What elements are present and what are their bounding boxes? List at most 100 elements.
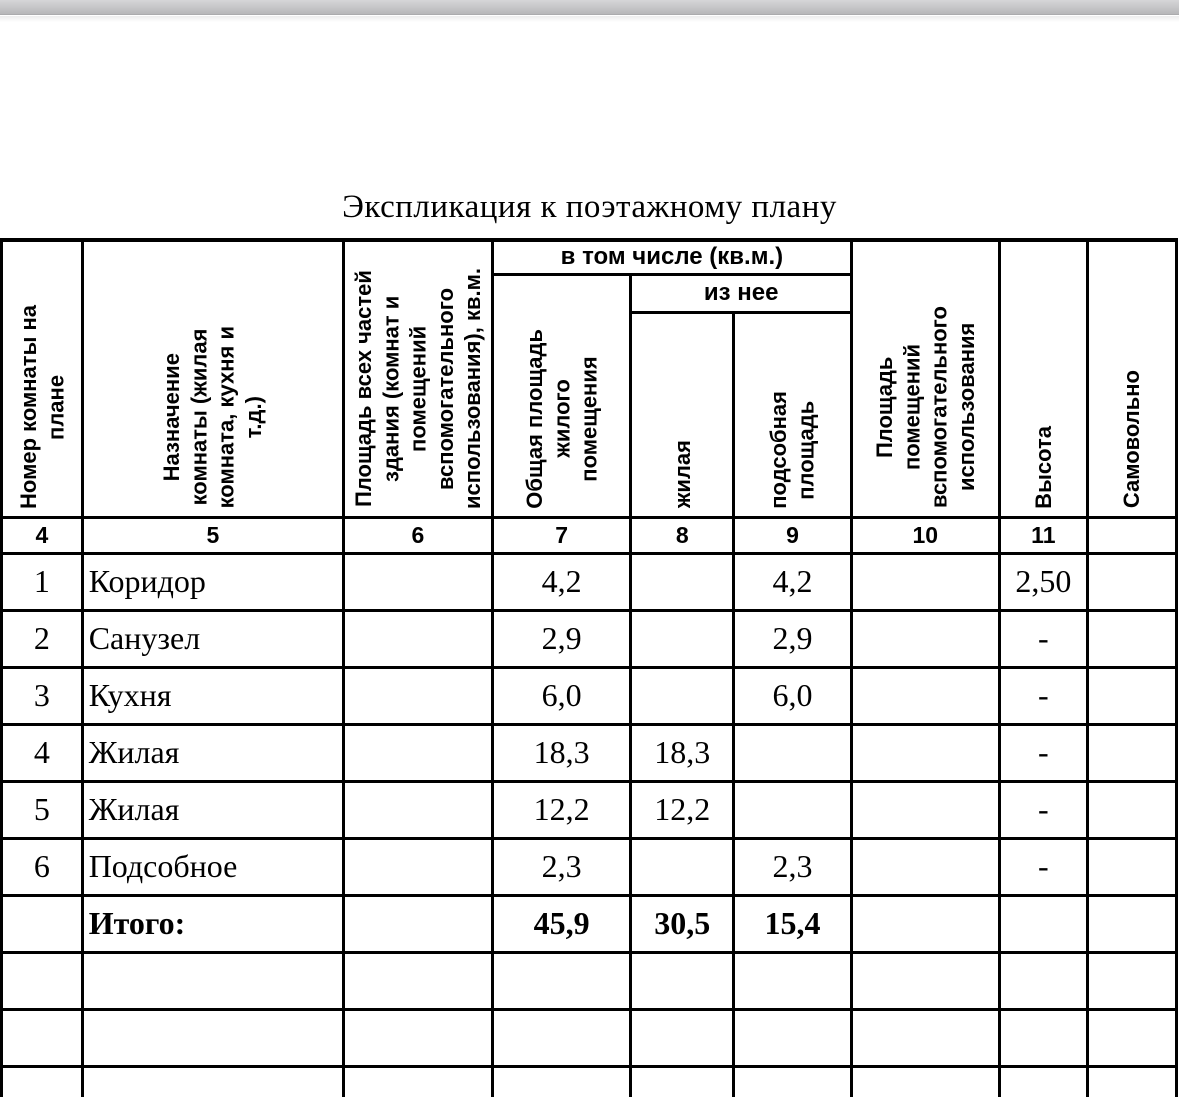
- column-number-cell: 10: [849, 515, 1001, 555]
- column-number-cell: 6: [342, 515, 494, 555]
- total-label-cell: Итого:: [80, 893, 346, 954]
- header-unauthorized-label: Самовольно: [1119, 370, 1145, 509]
- auxiliary-area-cell: [732, 722, 853, 783]
- table-row: 5 Жилая 12,2 12,2 -: [0, 779, 1178, 840]
- header-auxiliary-label: подсобная площадь: [766, 390, 819, 509]
- empty-cell: [490, 950, 633, 1011]
- empty-cell: [80, 950, 346, 1011]
- building-area-cell: [342, 779, 494, 840]
- empty-cell: [732, 1064, 853, 1097]
- total-living-area-cell: 6,0: [490, 665, 633, 726]
- aux-use-area-cell: [849, 665, 1001, 726]
- height-cell: -: [997, 665, 1090, 726]
- header-all-parts-area: Площадь всех частей здания (комнат и пом…: [342, 238, 494, 519]
- aux-use-area-cell: [849, 779, 1001, 840]
- column-number-cell: [1086, 515, 1178, 555]
- header-of-it-group: из нее: [629, 272, 853, 314]
- total-row: Итого: 45,9 30,5 15,4: [0, 893, 1178, 954]
- room-number-cell: 3: [0, 665, 84, 726]
- table-row: 4 Жилая 18,3 18,3 -: [0, 722, 1178, 783]
- empty-cell: [732, 950, 853, 1011]
- building-area-cell: [342, 665, 494, 726]
- living-area-cell: 30,5: [629, 893, 736, 954]
- empty-cell: [80, 1007, 346, 1068]
- living-area-cell: 12,2: [629, 779, 736, 840]
- empty-cell: [1086, 1007, 1178, 1068]
- header-row-top: Номер комнаты на плане Назначение комнат…: [0, 238, 1178, 519]
- empty-cell: [342, 1007, 494, 1068]
- header-height: Высота: [997, 238, 1090, 519]
- height-cell: -: [997, 779, 1090, 840]
- unauthorized-cell: [1086, 779, 1178, 840]
- auxiliary-area-cell: 2,3: [732, 836, 853, 897]
- header-total-living-area: Общая площадь жилого помещения: [490, 272, 633, 519]
- building-area-cell: [342, 893, 494, 954]
- column-number-cell: 8: [629, 515, 736, 555]
- header-total-living-area-label: Общая площадь жилого помещения: [521, 328, 602, 509]
- empty-cell: [490, 1007, 633, 1068]
- header-unauthorized: Самовольно: [1086, 238, 1178, 519]
- aux-use-area-cell: [849, 608, 1001, 669]
- page-title: Экспликация к поэтажному плану: [342, 189, 837, 225]
- table-row: 2 Санузел 2,9 2,9 -: [0, 608, 1178, 669]
- aux-use-area-cell: [849, 722, 1001, 783]
- unauthorized-cell: [1086, 551, 1178, 612]
- column-number-cell: 4: [0, 515, 84, 555]
- building-area-cell: [342, 551, 494, 612]
- empty-cell: [0, 1007, 84, 1068]
- empty-cell: [629, 1007, 736, 1068]
- total-living-area-cell: 45,9: [490, 893, 633, 954]
- living-area-cell: [629, 836, 736, 897]
- height-cell: [997, 893, 1090, 954]
- room-number-cell: 4: [0, 722, 84, 783]
- header-living-label: жилая: [669, 440, 695, 509]
- unauthorized-cell: [1086, 608, 1178, 669]
- header-all-parts-area-label: Площадь всех частей здания (комнат и пом…: [350, 267, 485, 509]
- top-bar-shadow: [0, 16, 1179, 22]
- living-area-cell: [629, 551, 736, 612]
- header-height-label: Высота: [1030, 425, 1056, 509]
- unauthorized-cell: [1086, 893, 1178, 954]
- empty-cell: [732, 1007, 853, 1068]
- empty-cell: [849, 950, 1001, 1011]
- column-numbers-row: 4 5 6 7 8 9 10 11: [0, 515, 1178, 555]
- aux-use-area-cell: [849, 893, 1001, 954]
- empty-cell: [0, 950, 84, 1011]
- empty-cell: [997, 1007, 1090, 1068]
- empty-row: [0, 950, 1178, 1011]
- window-top-bar: [0, 0, 1179, 15]
- auxiliary-area-cell: 4,2: [732, 551, 853, 612]
- header-aux-use-area-label: Площадь помещений вспомогательного испол…: [871, 306, 979, 509]
- column-number-cell: 11: [997, 515, 1090, 555]
- header-row-mid: Общая площадь жилого помещения из нее: [1, 272, 1177, 519]
- table-row: 3 Кухня 6,0 6,0 -: [0, 665, 1178, 726]
- header-room-number: Номер комнаты на плане: [0, 238, 84, 519]
- empty-cell: [849, 1007, 1001, 1068]
- aux-use-area-cell: [849, 551, 1001, 612]
- room-number-cell: [0, 893, 84, 954]
- empty-cell: [342, 1064, 494, 1097]
- explication-table: Номер комнаты на плане Назначение комнат…: [0, 238, 1178, 1097]
- height-cell: -: [997, 608, 1090, 669]
- total-living-area-cell: 2,9: [490, 608, 633, 669]
- room-name-cell: Санузел: [80, 608, 346, 669]
- auxiliary-area-cell: 15,4: [732, 893, 853, 954]
- height-cell: 2,50: [997, 551, 1090, 612]
- room-name-cell: Кухня: [80, 665, 346, 726]
- building-area-cell: [342, 722, 494, 783]
- living-area-cell: [629, 608, 736, 669]
- empty-cell: [997, 950, 1090, 1011]
- room-number-cell: 6: [0, 836, 84, 897]
- aux-use-area-cell: [849, 836, 1001, 897]
- total-living-area-cell: 4,2: [490, 551, 633, 612]
- height-cell: -: [997, 836, 1090, 897]
- header-auxiliary: подсобная площадь: [732, 310, 853, 519]
- empty-row-clipped: [0, 1064, 1178, 1097]
- building-area-cell: [342, 836, 494, 897]
- empty-cell: [80, 1064, 346, 1097]
- empty-cell: [0, 1064, 84, 1097]
- column-number-cell: 7: [490, 515, 633, 555]
- auxiliary-area-cell: 2,9: [732, 608, 853, 669]
- room-name-cell: Коридор: [80, 551, 346, 612]
